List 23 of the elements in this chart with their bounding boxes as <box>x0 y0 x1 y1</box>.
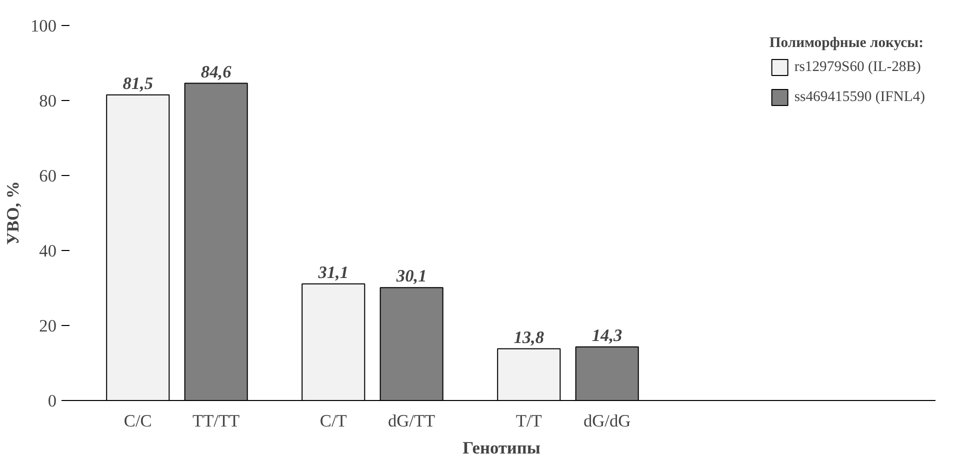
data-label: 84,6 <box>200 62 232 82</box>
y-tick-label: 40 <box>39 242 56 260</box>
x-tick-label: TT/TT <box>192 412 240 430</box>
x-tick-label: C/C <box>124 412 152 430</box>
data-label: 14,3 <box>592 326 623 345</box>
y-tick-label: 0 <box>48 392 57 410</box>
data-label: 31,1 <box>317 262 349 282</box>
y-tick-label: 100 <box>30 16 57 36</box>
data-label: 81,5 <box>122 74 154 93</box>
y-tick-label: 20 <box>39 316 56 336</box>
data-label: 30,1 <box>395 266 427 286</box>
y-axis-title: УВО, % <box>4 181 23 245</box>
x-tick-label: C/T <box>320 412 348 430</box>
x-tick-label: dG/TT <box>388 412 436 430</box>
data-label: 13,8 <box>514 328 544 347</box>
x-tick-label: dG/dG <box>583 412 631 430</box>
x-axis-title: Генотипы <box>462 438 541 458</box>
legend-label: rs12979S60 (IL-28B) <box>794 58 921 76</box>
x-tick-label: T/T <box>516 412 542 430</box>
legend-label: ss469415590 (IFNL4) <box>794 88 925 106</box>
legend-title: Полиморфные локусы: <box>769 35 924 52</box>
y-tick-label: 60 <box>39 166 56 186</box>
y-tick-label: 80 <box>39 92 56 110</box>
